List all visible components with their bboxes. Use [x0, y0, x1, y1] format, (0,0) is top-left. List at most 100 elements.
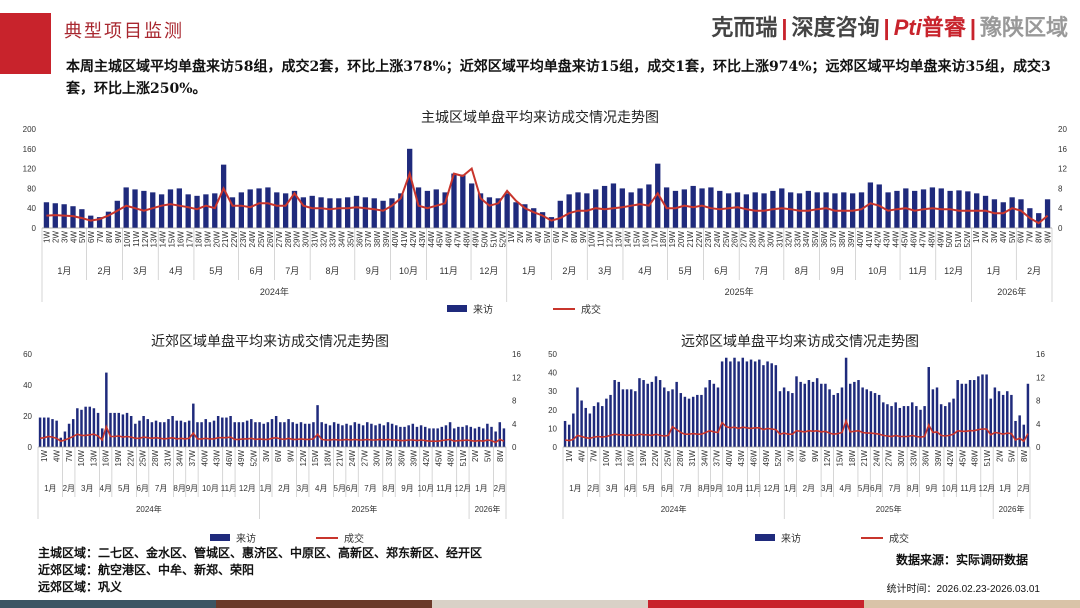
x-tick-week: 37W — [713, 450, 722, 467]
summary-text: 本周主城区域平均单盘来访58组，成交2套，环比上涨378%；近郊区域平均单盘来访… — [66, 59, 1051, 97]
x-tick-week: 48W — [463, 231, 472, 248]
brand-name-pti: Pti — [893, 15, 922, 40]
bar — [815, 378, 819, 447]
bar — [67, 423, 71, 447]
bar — [989, 398, 992, 447]
x-tick-week: 33W — [328, 231, 337, 248]
x-tick-year: 2026年 — [997, 286, 1026, 297]
bar — [584, 407, 587, 447]
x-tick-year: 2025年 — [351, 504, 377, 514]
x-tick-month: 5月 — [334, 484, 346, 493]
footer-strip — [0, 600, 1080, 608]
x-tick-week: 9W — [1044, 231, 1053, 243]
x-tick-week: 52W — [963, 231, 972, 248]
bar — [415, 426, 419, 447]
bar — [221, 417, 224, 447]
bar — [419, 425, 423, 447]
bar — [185, 194, 191, 228]
bar — [204, 419, 207, 447]
legend-label-deals: 成交 — [581, 305, 601, 316]
x-tick-week: 6W — [87, 231, 96, 243]
x-tick-month: 5月 — [209, 266, 223, 276]
x-tick-week: 34W — [337, 231, 346, 248]
x-tick-week: 6W — [552, 231, 561, 243]
bar — [295, 423, 299, 447]
bar — [495, 198, 501, 228]
bar — [753, 361, 757, 447]
bar — [433, 189, 439, 228]
x-tick-week: 8W — [105, 231, 114, 243]
bar — [357, 423, 361, 447]
bar — [948, 402, 951, 447]
x-tick-week: 9W — [286, 450, 295, 462]
x-tick-week: 11W — [597, 231, 606, 247]
bar — [663, 387, 666, 447]
x-tick-week: 10W — [602, 450, 611, 467]
bar — [220, 164, 227, 228]
bar — [1000, 202, 1006, 228]
footer-segment — [216, 600, 432, 608]
x-tick-week: 3W — [60, 231, 69, 243]
x-tick-week: 21W — [860, 450, 869, 467]
x-tick-week: 21W — [336, 450, 345, 467]
x-tick-week: 19W — [668, 231, 677, 248]
x-tick-week: 9W — [114, 231, 123, 243]
page-title: 典型项目监测 — [64, 21, 184, 42]
x-tick-week: 39W — [934, 450, 943, 467]
bar — [212, 193, 218, 228]
x-tick-week: 37W — [188, 450, 197, 467]
bar — [576, 387, 579, 447]
x-tick-week: 26W — [731, 231, 740, 248]
x-tick-week: 7W — [96, 231, 105, 243]
x-tick-week: 36W — [355, 231, 364, 248]
bar — [539, 212, 546, 228]
x-tick-month: 7月 — [285, 266, 299, 276]
x-tick-week: 8W — [496, 450, 505, 462]
bar — [51, 419, 54, 447]
x-tick-week: 40W — [856, 231, 865, 248]
y-tick-right: 4 — [512, 420, 517, 429]
legend-label-visits: 来访 — [473, 305, 493, 316]
y-tick-left: 30 — [548, 387, 557, 396]
bar — [848, 383, 852, 447]
x-tick-month: 4月 — [315, 484, 327, 493]
bar — [531, 208, 537, 228]
bar — [247, 189, 253, 228]
brand-separator: | — [883, 15, 890, 40]
brand-separator: | — [781, 15, 788, 40]
y-tick-right: 0 — [1036, 443, 1041, 452]
bar — [654, 376, 658, 447]
bar — [150, 192, 156, 228]
bar — [601, 185, 608, 228]
bar — [1022, 424, 1026, 447]
bar — [708, 380, 711, 447]
bar — [395, 425, 398, 447]
x-tick-week: 11W — [132, 231, 141, 247]
x-tick-week: 4W — [534, 231, 543, 243]
x-tick-month: 1月 — [260, 484, 272, 493]
bar — [770, 363, 773, 447]
bar — [274, 192, 280, 228]
bar — [762, 365, 765, 447]
y-tick-right: 4 — [1036, 420, 1041, 429]
bar — [820, 383, 823, 447]
x-tick-week: 32W — [320, 231, 329, 248]
bar — [699, 188, 705, 228]
bar — [725, 193, 732, 228]
x-tick-week: 46W — [749, 450, 758, 467]
x-tick-week: 48W — [971, 450, 980, 467]
bar — [563, 420, 567, 447]
legend-item-visits: 来访 — [447, 301, 493, 316]
x-tick-month: 10月 — [202, 484, 219, 493]
bar — [655, 163, 661, 228]
bar — [465, 425, 468, 447]
x-tick-week: 24W — [713, 231, 722, 248]
x-tick-week: 51W — [489, 231, 498, 248]
bar — [477, 193, 484, 228]
bar — [733, 357, 736, 447]
x-tick-week: 6W — [799, 450, 808, 462]
y-tick-left: 0 — [28, 443, 33, 452]
bar — [638, 378, 641, 447]
y-tick-left: 10 — [548, 424, 557, 433]
x-tick-week: 5W — [1008, 450, 1017, 462]
